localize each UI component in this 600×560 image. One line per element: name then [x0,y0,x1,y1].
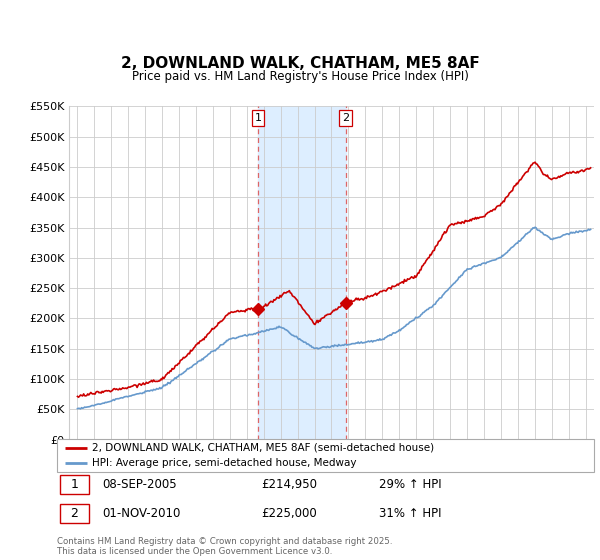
FancyBboxPatch shape [57,439,594,472]
Text: 31% ↑ HPI: 31% ↑ HPI [379,507,442,520]
FancyBboxPatch shape [59,475,89,494]
Text: Price paid vs. HM Land Registry's House Price Index (HPI): Price paid vs. HM Land Registry's House … [131,70,469,83]
Text: HPI: Average price, semi-detached house, Medway: HPI: Average price, semi-detached house,… [92,458,356,468]
Text: 2: 2 [71,507,79,520]
Text: 2, DOWNLAND WALK, CHATHAM, ME5 8AF (semi-detached house): 2, DOWNLAND WALK, CHATHAM, ME5 8AF (semi… [92,443,434,453]
Text: 08-SEP-2005: 08-SEP-2005 [103,478,177,491]
Text: 2: 2 [342,113,349,123]
Text: 2, DOWNLAND WALK, CHATHAM, ME5 8AF: 2, DOWNLAND WALK, CHATHAM, ME5 8AF [121,57,479,71]
Text: Contains HM Land Registry data © Crown copyright and database right 2025.
This d: Contains HM Land Registry data © Crown c… [57,537,392,557]
Bar [258,106,346,440]
Text: 29% ↑ HPI: 29% ↑ HPI [379,478,442,491]
FancyBboxPatch shape [59,503,89,523]
Text: 01-NOV-2010: 01-NOV-2010 [103,507,181,520]
Text: £225,000: £225,000 [261,507,317,520]
Text: 1: 1 [71,478,79,491]
Text: £214,950: £214,950 [261,478,317,491]
Text: 1: 1 [254,113,262,123]
